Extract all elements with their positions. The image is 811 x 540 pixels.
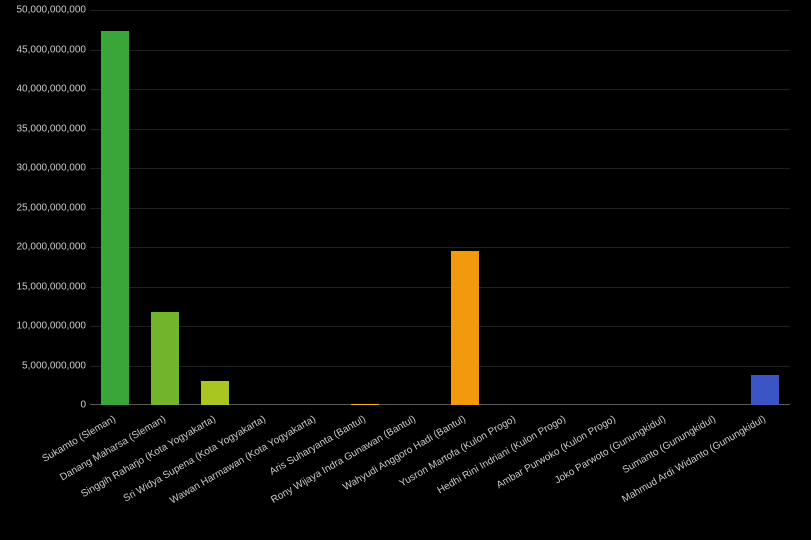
y-tick-label: 0: [6, 400, 86, 411]
y-tick-label: 10,000,000,000: [6, 321, 86, 332]
bar: [751, 375, 779, 405]
y-tick-label: 5,000,000,000: [6, 360, 86, 371]
bar: [451, 251, 479, 405]
y-tick-label: 15,000,000,000: [6, 281, 86, 292]
plot-area: [90, 10, 790, 405]
bar: [201, 381, 229, 405]
gridline: [90, 287, 790, 288]
y-tick-label: 20,000,000,000: [6, 242, 86, 253]
gridline: [90, 10, 790, 11]
gridline: [90, 129, 790, 130]
gridline: [90, 208, 790, 209]
gridline: [90, 247, 790, 248]
y-tick-label: 25,000,000,000: [6, 202, 86, 213]
y-tick-label: 35,000,000,000: [6, 123, 86, 134]
y-tick-label: 45,000,000,000: [6, 44, 86, 55]
bar: [101, 31, 129, 405]
y-tick-label: 50,000,000,000: [6, 5, 86, 16]
bar: [151, 312, 179, 405]
gridline: [90, 89, 790, 90]
bar: [351, 404, 379, 405]
y-tick-label: 30,000,000,000: [6, 163, 86, 174]
gridline: [90, 326, 790, 327]
bar-chart: 0 5,000,000,000 10,000,000,000 15,000,000,0…: [0, 0, 811, 540]
x-axis-baseline: [90, 404, 790, 405]
gridline: [90, 366, 790, 367]
gridline: [90, 50, 790, 51]
gridline: [90, 168, 790, 169]
y-tick-label: 40,000,000,000: [6, 84, 86, 95]
